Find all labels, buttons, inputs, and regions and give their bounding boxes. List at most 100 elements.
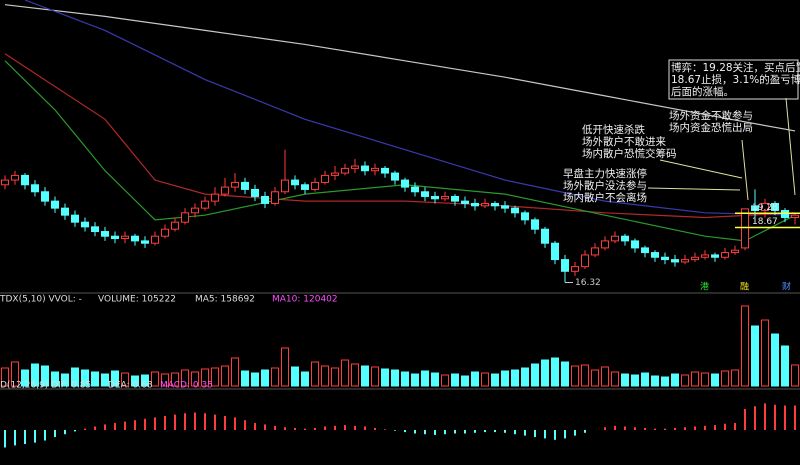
volume-bar — [461, 375, 469, 387]
candle-body — [531, 219, 539, 230]
candle-body — [481, 202, 489, 207]
volume-bar — [221, 365, 229, 387]
volume-bar — [501, 370, 509, 387]
volume-bar — [591, 369, 599, 387]
candle-body — [581, 254, 589, 268]
volume-bar — [31, 363, 39, 387]
price-level-label: 18.67 — [752, 217, 778, 227]
candle-body — [741, 208, 749, 249]
candle-body — [791, 214, 799, 218]
candle-body — [281, 179, 289, 193]
volume-bar — [571, 365, 579, 387]
volume-bar — [101, 373, 109, 387]
candle-body — [261, 195, 269, 204]
volume-bar — [691, 371, 699, 387]
low-label: 16.32 — [575, 278, 601, 288]
volume-bar — [551, 357, 559, 387]
candle-body — [681, 259, 689, 263]
candle-body — [521, 212, 529, 221]
annotation-box — [668, 59, 799, 100]
candle-body — [61, 207, 69, 216]
candle-body — [441, 195, 449, 200]
annotation: 早盘主力快速涨停 — [563, 167, 647, 180]
volume-bar — [581, 364, 589, 387]
volume-bar — [291, 366, 299, 387]
candle-body — [151, 235, 159, 244]
annotation: 低开快速杀跌 — [582, 123, 645, 136]
candle-body — [201, 200, 209, 209]
candle-body — [111, 235, 119, 240]
volume-bar — [181, 369, 189, 387]
candle-body — [391, 172, 399, 181]
volume-bar — [281, 347, 289, 387]
annotation: 场内资金恐慌出局 — [669, 121, 753, 134]
event-marker: 财 — [782, 281, 791, 293]
volume-bar — [511, 369, 519, 387]
volume-bar — [531, 363, 539, 387]
candle-body — [351, 165, 359, 169]
candle-body — [621, 235, 629, 242]
candle-body — [411, 186, 419, 193]
candle-body — [491, 202, 499, 207]
volume-bar — [731, 369, 739, 387]
volume-bar — [711, 373, 719, 387]
annotation: 场内散户不会离场 — [563, 191, 647, 204]
volume-bar — [651, 375, 659, 387]
volume-bar — [251, 372, 259, 387]
volume-bar — [671, 373, 679, 387]
volume-bar — [61, 373, 69, 387]
volume-bar — [741, 305, 749, 387]
volume-bar — [451, 373, 459, 387]
candle-body — [71, 214, 79, 223]
volume-bar — [201, 368, 209, 387]
volume-label: MA10: 120402 — [272, 295, 338, 305]
volume-bar — [111, 370, 119, 387]
volume-bar — [121, 372, 129, 387]
annotation: 场外散户没法参与 — [563, 179, 647, 192]
volume-bar — [71, 367, 79, 387]
volume-bar — [171, 372, 179, 387]
candle-body — [361, 165, 369, 172]
candle-body — [751, 205, 759, 211]
macd-label: MACD: 0.35 — [160, 381, 213, 391]
arrow — [785, 97, 796, 196]
candle-body — [541, 228, 549, 244]
volume-bar — [761, 319, 769, 387]
volume-bar — [131, 375, 139, 387]
volume-bar — [441, 374, 449, 387]
candle-body — [101, 231, 109, 237]
volume-bar — [781, 345, 789, 387]
volume-bar — [41, 365, 49, 387]
candle-body — [91, 226, 99, 233]
candle-body — [641, 247, 649, 254]
price-level-label: 19.28 — [752, 203, 778, 213]
volume-bar — [1, 367, 9, 387]
volume-bar — [11, 361, 19, 387]
volume-label: TDX(5,10) VVOL: - — [0, 295, 82, 305]
candle-body — [231, 181, 239, 188]
candle-body — [221, 186, 229, 195]
volume-bar — [601, 366, 609, 387]
volume-bar — [771, 333, 779, 387]
event-marker: 融 — [740, 282, 749, 293]
volume-bar — [321, 365, 329, 387]
volume-bar — [271, 367, 279, 387]
moving-average — [4, 60, 796, 242]
candle-body — [11, 174, 19, 181]
volume-bar — [361, 365, 369, 387]
arrow — [741, 139, 749, 201]
candle-body — [1, 179, 9, 186]
arrow — [659, 159, 743, 179]
volume-bar — [51, 371, 59, 387]
volume-bar — [211, 367, 219, 387]
candle-body — [301, 184, 309, 190]
candle-body — [241, 181, 249, 190]
candle-body — [701, 254, 709, 258]
volume-bar — [381, 368, 389, 387]
volume-bar — [701, 372, 709, 387]
candle-body — [711, 254, 719, 258]
candle-body — [691, 256, 699, 261]
volume-bar — [521, 367, 529, 387]
candle-body — [321, 174, 329, 183]
